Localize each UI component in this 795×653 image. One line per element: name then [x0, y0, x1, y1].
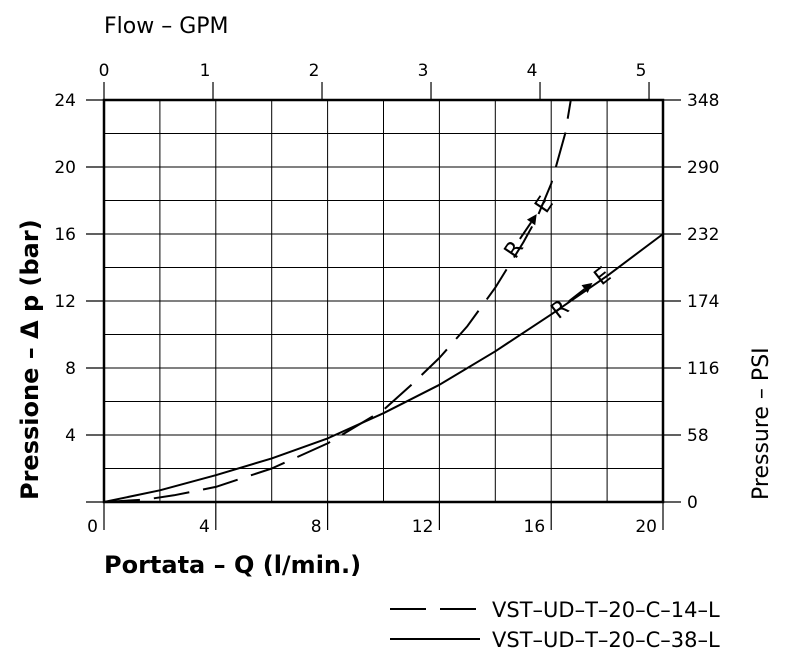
- curve-14-dashed: [103, 99, 572, 503]
- legend-label-dashed: VST–UD–T–20–C–14–L: [492, 598, 720, 622]
- bottom-tick-label: 16: [524, 517, 546, 537]
- chart-ticks: 0 4 8 12 16 200 1 2 3 4 54812162024058116174232290…: [54, 61, 719, 537]
- left-tick-label: 4: [65, 426, 76, 446]
- bottom-tick-label: 8: [311, 517, 322, 537]
- curve-label-arrowhead: [581, 282, 593, 293]
- legend-label-solid: VST–UD–T–20–C–38–L: [492, 628, 720, 652]
- top-tick-label: 2: [309, 61, 320, 81]
- right-tick-label: 58: [687, 426, 709, 446]
- bottom-axis-title: Portata – Q (l/min.): [104, 551, 361, 579]
- bottom-tick-label: 12: [412, 517, 434, 537]
- legend: VST–UD–T–20–C–14–L VST–UD–T–20–C–38–L: [390, 598, 720, 652]
- bottom-tick-label: 4: [199, 517, 210, 537]
- plot-frame: [102, 98, 665, 504]
- top-axis-title: Flow – GPM: [104, 14, 229, 39]
- curve-label-group: RE: [500, 192, 559, 263]
- right-tick-label: 232: [687, 225, 719, 245]
- chart-grid: [104, 100, 663, 502]
- top-tick-label: 4: [527, 61, 538, 81]
- left-tick-label: 16: [54, 225, 76, 245]
- bottom-tick-label: 20: [635, 517, 657, 537]
- left-tick-label: 12: [54, 292, 76, 312]
- right-tick-label: 174: [687, 292, 719, 312]
- right-tick-label: 116: [687, 359, 719, 379]
- right-axis-title: Pressure – PSI: [749, 347, 774, 500]
- curve-label: E: [590, 263, 616, 291]
- bottom-tick-label: 0: [87, 517, 98, 537]
- curve-label-arrowhead: [526, 214, 537, 226]
- left-axis-title: Pressione – Δ p (bar): [16, 219, 44, 500]
- right-tick-label: 348: [687, 91, 719, 111]
- curve-label-arrow: [568, 288, 586, 303]
- right-tick-label: 290: [687, 158, 719, 178]
- top-tick-label: 3: [418, 61, 429, 81]
- left-tick-label: 8: [65, 359, 76, 379]
- left-tick-label: 24: [54, 91, 76, 111]
- curve-label-arrow: [519, 221, 532, 240]
- top-tick-label: 1: [200, 61, 211, 81]
- right-tick-label: 0: [687, 493, 698, 513]
- top-tick-label: 0: [99, 61, 110, 81]
- curve-label: E: [530, 192, 559, 218]
- left-tick-label: 20: [54, 158, 76, 178]
- top-tick-label: 5: [636, 61, 647, 81]
